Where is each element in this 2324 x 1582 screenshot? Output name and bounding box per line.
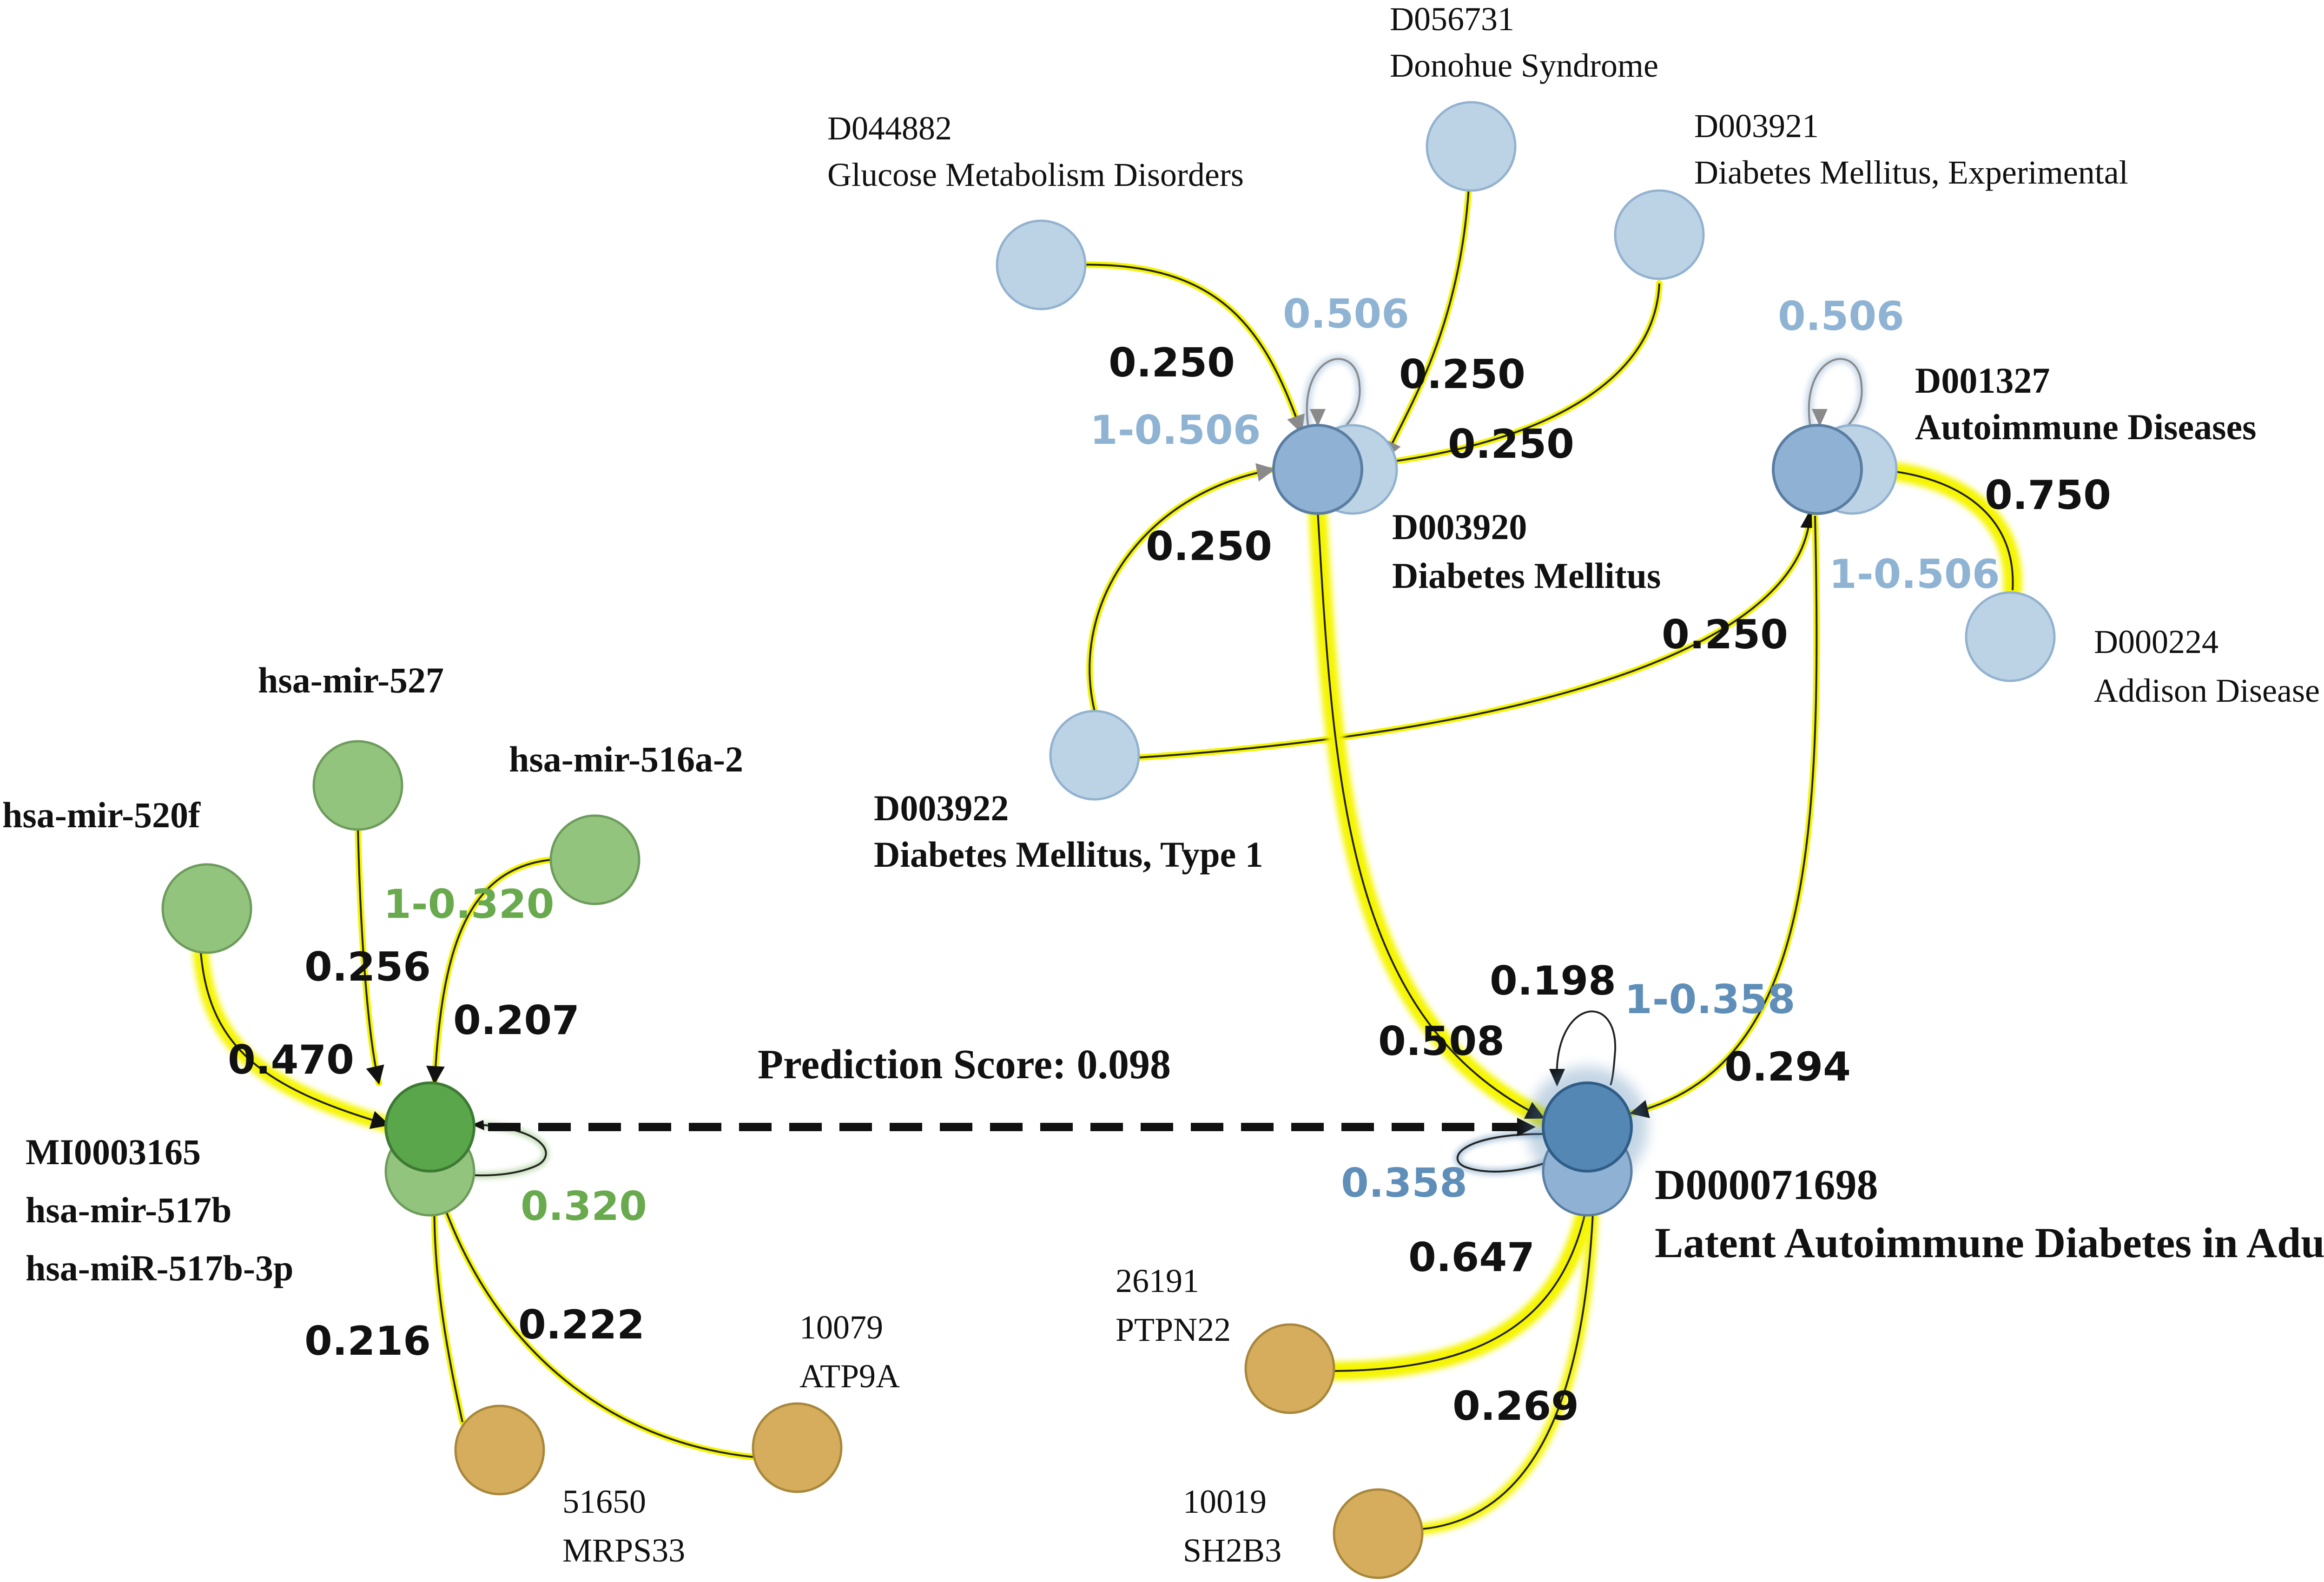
label-gene-10019-name: SH2B3 (1183, 1532, 1281, 1569)
edge-d001327-self-loop (1805, 355, 1866, 435)
edge-d003922-to-d001327 (1136, 508, 1819, 761)
node-mi0003165[interactable] (384, 1081, 475, 1173)
weight-d003922-to-d003920: 0.250 (1146, 523, 1272, 570)
label-d003921-name: Diabetes Mellitus, Experimental (1694, 154, 2128, 191)
weight-527: 0.256 (304, 944, 431, 990)
label-d056731-name: Donohue Syndrome (1390, 47, 1658, 84)
node-gene-26191[interactable] (1244, 1323, 1335, 1414)
edge-mir-self-loop (455, 1120, 548, 1178)
weight-51650: 0.216 (304, 1318, 431, 1364)
label-hsa-mir-520f: hsa-mir-520f (2, 795, 201, 835)
edge-520f-to-mir (193, 945, 396, 1133)
edge-516a2-to-mir (426, 857, 554, 1086)
edge-lada-side-loop (1454, 1131, 1549, 1174)
label-d056731-id: D056731 (1390, 0, 1514, 38)
weight-520f: 0.470 (228, 1037, 354, 1083)
label-d001327-name: Autoimmune Diseases (1915, 407, 2257, 447)
label-gene-10079-id: 10079 (799, 1309, 883, 1346)
label-gene-51650-name: MRPS33 (562, 1532, 685, 1569)
weight-lada-self: 0.358 (1341, 1160, 1467, 1206)
edge-d000224-to-d001327 (1864, 460, 2022, 600)
label-d003922-name: Diabetes Mellitus, Type 1 (874, 834, 1263, 875)
label-lada-name: Latent Autoimmune Diabetes in Adults (1655, 1219, 2324, 1266)
label-d003922-id: D003922 (874, 788, 1009, 828)
weight-10019: 0.269 (1452, 1383, 1579, 1430)
label-lada-id: D000071698 (1655, 1161, 1878, 1208)
weight-d003921: 0.250 (1448, 421, 1574, 468)
weight-lada-residual: 1-0.358 (1624, 976, 1796, 1023)
label-d003920-id: D003920 (1392, 507, 1527, 547)
weight-516a2: 0.207 (453, 997, 580, 1044)
edge-d001327-to-lada (1628, 513, 1820, 1118)
label-hsa-mir-516a-2: hsa-mir-516a-2 (509, 739, 743, 779)
nodes (161, 101, 2056, 1579)
edge-d056731-to-d003920 (1382, 185, 1472, 461)
weight-d056731: 0.250 (1399, 351, 1525, 398)
node-d044882[interactable] (996, 219, 1087, 310)
node-d056731[interactable] (1426, 101, 1517, 192)
node-gene-51650[interactable] (454, 1404, 545, 1496)
edge-10079-to-mir (436, 1189, 756, 1460)
weight-d003920-to-lada: 0.508 (1378, 1018, 1505, 1065)
node-d003922[interactable] (1049, 710, 1140, 801)
weight-d001327-residual: 1-0.506 (1829, 551, 2000, 598)
weight-d003920-self: 0.506 (1283, 291, 1409, 337)
edge-weights: 0.470 0.256 0.207 1-0.320 0.320 0.216 0.… (228, 291, 2111, 1430)
edge-26191-to-lada (1320, 1167, 1601, 1380)
node-gene-10079[interactable] (752, 1402, 843, 1493)
label-mi0003165-id: MI0003165 (26, 1132, 201, 1172)
node-gene-10019[interactable] (1333, 1488, 1424, 1579)
label-d000224-name: Addison Disease (2094, 672, 2320, 709)
prediction-score-label: Prediction Score: 0.098 (758, 1041, 1171, 1088)
node-d000224[interactable] (1965, 591, 2056, 682)
label-d044882-id: D044882 (827, 110, 952, 147)
label-hsa-mir-527: hsa-mir-527 (258, 660, 444, 700)
label-d001327-id: D001327 (1915, 360, 2050, 401)
label-d003921-id: D003921 (1694, 107, 1819, 145)
node-d003921[interactable] (1614, 189, 1705, 280)
weight-d044882: 0.250 (1109, 340, 1235, 386)
label-gene-10079-name: ATP9A (799, 1358, 900, 1395)
edge-51650-to-mir (424, 1186, 466, 1425)
label-mi0003165-name2: hsa-miR-517b-3p (26, 1248, 293, 1288)
weight-10079: 0.222 (518, 1302, 645, 1348)
edge-10019-to-lada (1417, 1173, 1604, 1535)
node-hsa-mir-520f[interactable] (161, 863, 252, 954)
edges (193, 185, 2022, 1535)
edge-d003920-self-loop (1303, 355, 1364, 435)
weight-d003920-residual: 1-0.506 (1090, 407, 1261, 454)
weight-d001327-self: 0.506 (1778, 293, 1904, 340)
weight-516a2-residual: 1-0.320 (383, 881, 555, 928)
edge-d003922-to-d003920 (1086, 463, 1277, 714)
weight-mir-self: 0.320 (521, 1183, 647, 1230)
node-d003920[interactable] (1272, 424, 1363, 515)
label-gene-10019-id: 10019 (1183, 1483, 1267, 1520)
edge-527-to-mir (355, 824, 384, 1086)
label-gene-51650-id: 51650 (562, 1483, 646, 1520)
label-d000224-id: D000224 (2094, 623, 2218, 660)
edge-d003920-to-lada (1308, 502, 1552, 1127)
edge-d003921-to-d003920 (1363, 280, 1663, 472)
node-d001327[interactable] (1772, 424, 1863, 515)
weight-d000224: 0.750 (1985, 472, 2111, 519)
edge-d044882-to-d003920 (1070, 261, 1305, 435)
label-d044882-name: Glucose Metabolism Disorders (827, 156, 1244, 193)
weight-lada-self-in: 0.198 (1490, 958, 1616, 1004)
label-d003920-name: Diabetes Mellitus (1392, 555, 1661, 596)
label-gene-26191-id: 26191 (1116, 1262, 1199, 1299)
node-hsa-mir-516a-2[interactable] (549, 814, 640, 905)
weight-d003922-to-d001327: 0.250 (1662, 612, 1788, 658)
weight-d001327-to-lada: 0.294 (1724, 1044, 1851, 1090)
weight-26191: 0.647 (1408, 1234, 1535, 1281)
node-lada[interactable] (1542, 1081, 1633, 1173)
node-hsa-mir-527[interactable] (312, 740, 403, 831)
label-mi0003165-name1: hsa-mir-517b (26, 1190, 231, 1230)
label-gene-26191-name: PTPN22 (1116, 1311, 1231, 1348)
